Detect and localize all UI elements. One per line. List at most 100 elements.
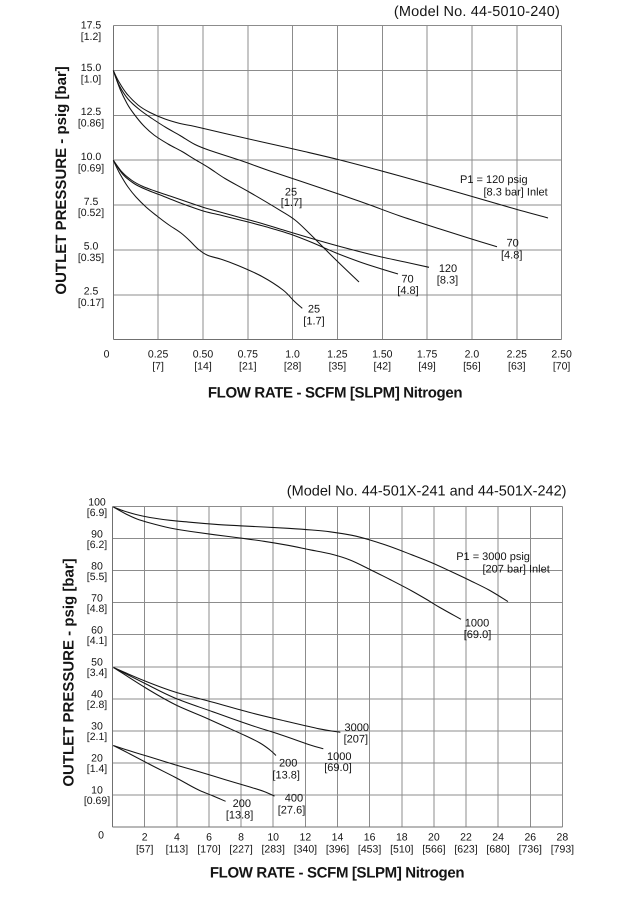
svg-text:0.50: 0.50 [193,349,214,361]
svg-text:[566]: [566] [422,843,445,855]
svg-text:[453]: [453] [358,843,381,855]
svg-text:[680]: [680] [486,843,509,855]
svg-text:25: 25 [285,186,297,198]
svg-text:[227]: [227] [229,843,252,855]
svg-text:[396]: [396] [326,843,349,855]
svg-text:1.50: 1.50 [372,349,393,361]
svg-text:[13.8]: [13.8] [226,810,254,822]
svg-text:[0.86]: [0.86] [78,117,104,129]
svg-text:[0.69]: [0.69] [84,795,110,807]
svg-text:[4.8]: [4.8] [87,603,108,615]
svg-text:2.25: 2.25 [507,349,528,361]
svg-text:80: 80 [91,560,103,572]
svg-text:[21]: [21] [239,360,257,372]
svg-text:[14]: [14] [194,360,212,372]
svg-text:[8.3 bar] Inlet: [8.3 bar] Inlet [484,187,548,199]
svg-text:[69.0]: [69.0] [464,629,492,641]
svg-text:[283]: [283] [262,843,285,855]
svg-text:17.5: 17.5 [81,19,102,31]
svg-text:[35]: [35] [329,360,347,372]
svg-text:[2.1]: [2.1] [87,731,108,743]
svg-text:[1.7]: [1.7] [281,197,302,209]
svg-text:3000: 3000 [345,722,369,734]
svg-text:120: 120 [439,263,457,275]
svg-text:90: 90 [91,528,103,540]
svg-text:[28]: [28] [284,360,302,372]
svg-text:[4.1]: [4.1] [87,635,108,647]
svg-text:18: 18 [396,832,408,844]
svg-text:[736]: [736] [519,843,542,855]
svg-text:[63]: [63] [508,360,526,372]
svg-text:[2.8]: [2.8] [87,699,108,711]
svg-text:26: 26 [524,832,536,844]
svg-text:[1.0]: [1.0] [81,74,102,86]
svg-text:1000: 1000 [327,751,351,763]
svg-text:30: 30 [91,721,103,733]
svg-text:1.0: 1.0 [285,349,300,361]
svg-text:10: 10 [91,785,103,797]
svg-text:FLOW RATE - SCFM [SLPM] Nitrog: FLOW RATE - SCFM [SLPM] Nitrogen [208,384,463,401]
svg-text:[170]: [170] [197,843,220,855]
svg-text:100: 100 [88,496,106,508]
svg-text:2.50: 2.50 [551,349,572,361]
svg-text:[6.2]: [6.2] [87,539,108,551]
svg-text:20: 20 [428,832,440,844]
svg-text:P1 = 3000 psig: P1 = 3000 psig [456,551,530,563]
svg-text:[207]: [207] [344,733,368,745]
svg-text:70: 70 [506,238,518,250]
svg-text:[510]: [510] [390,843,413,855]
svg-text:0.75: 0.75 [238,349,259,361]
svg-text:[0.52]: [0.52] [78,207,104,219]
svg-text:[8.3]: [8.3] [437,275,458,287]
svg-text:[793]: [793] [551,843,574,855]
svg-text:60: 60 [91,624,103,636]
svg-text:[69.0]: [69.0] [324,762,352,774]
svg-text:[3.4]: [3.4] [87,667,108,679]
svg-text:10: 10 [267,832,279,844]
svg-text:0: 0 [104,349,110,361]
svg-text:[340]: [340] [294,843,317,855]
svg-text:7.5: 7.5 [84,196,99,208]
svg-text:[7]: [7] [152,360,164,372]
svg-text:22: 22 [460,832,472,844]
svg-text:40: 40 [91,689,103,701]
svg-text:28: 28 [557,832,569,844]
svg-text:12.5: 12.5 [81,106,102,118]
svg-text:[4.8]: [4.8] [501,249,522,261]
svg-text:70: 70 [401,273,413,285]
svg-text:[49]: [49] [418,360,436,372]
svg-text:20: 20 [91,753,103,765]
svg-text:FLOW RATE - SCFM [SLPM] Nitrog: FLOW RATE - SCFM [SLPM] Nitrogen [210,865,465,882]
svg-text:[0.69]: [0.69] [78,162,104,174]
svg-text:P1 = 120 psig: P1 = 120 psig [460,174,528,186]
svg-text:25: 25 [308,304,320,316]
svg-text:14: 14 [332,832,344,844]
svg-text:[207 bar] Inlet: [207 bar] Inlet [483,564,550,576]
svg-text:[4.8]: [4.8] [397,285,418,297]
svg-text:1.75: 1.75 [417,349,438,361]
svg-text:[5.5]: [5.5] [87,571,108,583]
svg-text:0.25: 0.25 [148,349,169,361]
svg-text:[0.35]: [0.35] [78,252,104,264]
svg-text:200: 200 [279,758,297,770]
svg-text:10.0: 10.0 [81,151,102,163]
svg-text:2.0: 2.0 [465,349,480,361]
svg-text:[1.7]: [1.7] [303,315,324,327]
svg-text:0: 0 [98,830,104,842]
svg-text:[57]: [57] [136,843,154,855]
svg-text:[0.17]: [0.17] [78,297,104,309]
svg-text:OUTLET PRESSURE - psig [bar]: OUTLET PRESSURE - psig [bar] [61,558,78,786]
svg-text:[56]: [56] [463,360,481,372]
svg-text:6: 6 [206,832,212,844]
svg-text:2.5: 2.5 [84,286,99,298]
svg-text:[113]: [113] [166,843,189,855]
svg-text:[13.8]: [13.8] [272,770,300,782]
svg-text:(Model No. 44-501X-241 and 44-: (Model No. 44-501X-241 and 44-501X-242) [287,484,567,500]
svg-text:(Model No. 44-5010-240): (Model No. 44-5010-240) [394,4,560,20]
svg-text:[1.2]: [1.2] [81,31,102,43]
svg-text:12: 12 [300,832,312,844]
svg-text:1000: 1000 [465,618,489,630]
svg-text:[70]: [70] [553,360,571,372]
svg-text:[623]: [623] [454,843,477,855]
svg-text:2: 2 [142,832,148,844]
